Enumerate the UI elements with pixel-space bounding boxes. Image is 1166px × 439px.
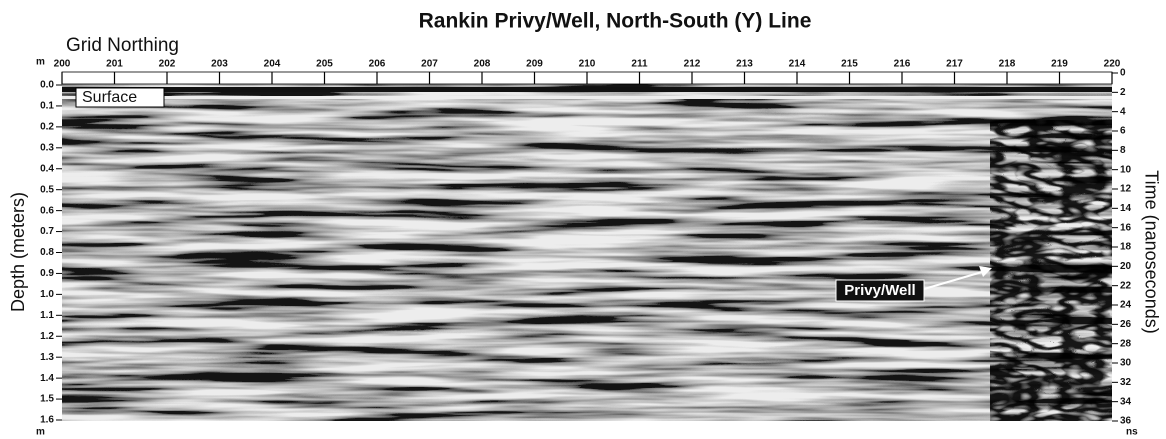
y2-tick-label: 26 <box>1120 319 1132 330</box>
x-tick-label: 207 <box>421 59 438 70</box>
y-tick-label: 0.7 <box>40 226 54 237</box>
x-tick-label: 216 <box>894 59 911 70</box>
y2-tick-label: 0 <box>1120 68 1126 79</box>
y-tick-label: 0.8 <box>40 247 54 258</box>
y-tick-label: 0.5 <box>40 184 54 195</box>
y2-tick-label: 28 <box>1120 338 1132 349</box>
x-tick-label: 208 <box>474 59 491 70</box>
x-tick-label: 214 <box>789 59 806 70</box>
y-tick-label: 0.3 <box>40 142 54 153</box>
y2-axis-label: Time (nanoseconds) <box>1141 170 1161 333</box>
x-axis-label: Grid Northing <box>66 35 179 56</box>
y-tick-label: 0.1 <box>40 101 54 112</box>
y2-tick-label: 30 <box>1120 358 1132 369</box>
x-tick-label: 202 <box>159 59 176 70</box>
y-tick-label: 0.9 <box>40 268 54 279</box>
x-tick-label: 201 <box>106 59 123 70</box>
y-tick-label: 1.6 <box>40 415 54 426</box>
y2-tick-label: 22 <box>1120 280 1132 291</box>
y2-tick-label: 4 <box>1120 106 1126 117</box>
y2-unit: ns <box>1126 427 1138 438</box>
chart: Rankin Privy/Well, North-South (Y) Line … <box>0 0 1166 439</box>
chart-title: Rankin Privy/Well, North-South (Y) Line <box>419 10 812 33</box>
y2-tick-label: 16 <box>1120 222 1132 233</box>
x-tick-label: 210 <box>579 59 596 70</box>
y2-tick-label: 10 <box>1120 164 1132 175</box>
x-tick-label: 211 <box>631 59 648 70</box>
y-tick-label: 0.2 <box>40 122 54 133</box>
y2-tick-label: 14 <box>1120 203 1132 214</box>
y2-tick-label: 18 <box>1120 242 1132 253</box>
x-tick-label: 203 <box>211 59 228 70</box>
y2-tick-label: 20 <box>1120 261 1132 272</box>
y-tick-label: 1.5 <box>40 394 54 405</box>
y-tick-label: 0.4 <box>40 163 54 174</box>
annotation: Surface <box>82 89 137 106</box>
y-axis-label: Depth (meters) <box>8 192 28 312</box>
x-tick-label: 215 <box>841 59 858 70</box>
annotation: Privy/Well <box>844 282 915 299</box>
x-tick-label: 220 <box>1104 59 1121 70</box>
y-tick-label: 0.0 <box>40 80 54 91</box>
x-tick-label: 213 <box>736 59 753 70</box>
y2-tick-label: 36 <box>1120 416 1132 427</box>
y-tick-label: 1.0 <box>40 289 54 300</box>
y-tick-label: 1.1 <box>40 310 54 321</box>
x-tick-label: 204 <box>264 59 281 70</box>
x-unit: m <box>36 57 45 68</box>
y2-tick-label: 34 <box>1120 396 1132 407</box>
y2-tick-label: 2 <box>1120 87 1126 98</box>
y2-tick-label: 24 <box>1120 300 1132 311</box>
x-tick-label: 205 <box>316 59 333 70</box>
y2-tick-label: 32 <box>1120 377 1132 388</box>
y2-tick-label: 6 <box>1120 126 1126 137</box>
x-tick-label: 209 <box>526 59 543 70</box>
y2-tick-label: 8 <box>1120 145 1126 156</box>
radargram-image <box>62 84 1112 421</box>
x-tick-label: 219 <box>1051 59 1068 70</box>
x-tick-label: 218 <box>999 59 1016 70</box>
x-tick-label: 206 <box>369 59 386 70</box>
x-tick-label: 200 <box>54 59 71 70</box>
x-tick-label: 217 <box>946 59 963 70</box>
y-tick-label: 1.2 <box>40 331 54 342</box>
y-unit: m <box>36 427 45 438</box>
y-tick-label: 1.4 <box>40 373 54 384</box>
x-tick-label: 212 <box>684 59 701 70</box>
y-tick-label: 0.6 <box>40 205 54 216</box>
y-tick-label: 1.3 <box>40 352 54 363</box>
y2-tick-label: 12 <box>1120 184 1132 195</box>
